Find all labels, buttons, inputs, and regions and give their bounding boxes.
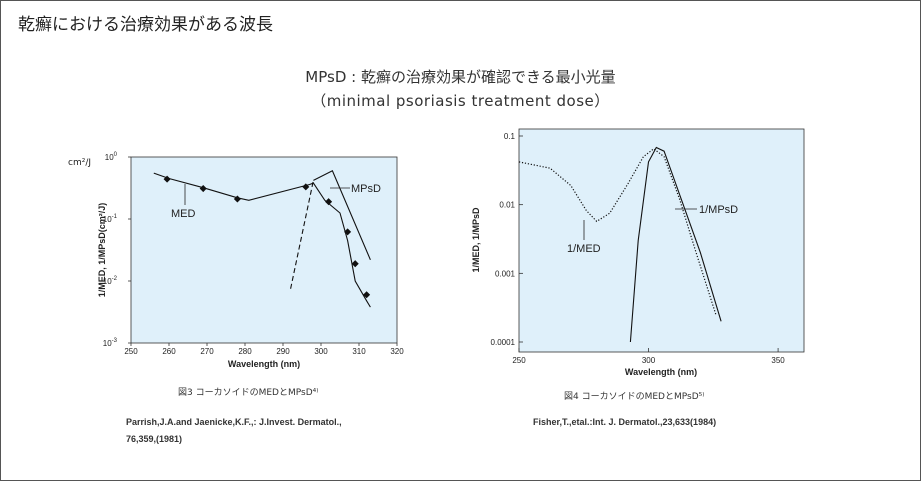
fig4-series-1-mpsd <box>629 146 722 343</box>
fig3-y-tick-label: 10-2 <box>103 276 118 286</box>
fig4-y-axis-label: 1/MED, 1/MPsD <box>471 207 481 273</box>
fig3-x-tick-label: 260 <box>162 347 176 356</box>
fig4-y-ticks: 0.1 0.01 0.001 0.0001 <box>491 132 523 347</box>
fig3-y-tick-label: 100 <box>105 152 118 162</box>
fig4-y-tick-label: 0.001 <box>495 269 516 278</box>
fig3-med-label: MED <box>171 208 196 220</box>
fig3-series-mpsd-extrapolated <box>290 180 314 289</box>
fig4-med-label: 1/MED <box>567 243 601 255</box>
fig4-plot-area <box>518 128 805 353</box>
page-title: 乾癬における治療効果がある波長 <box>18 15 273 35</box>
fig3-x-tick-label: 270 <box>200 347 214 356</box>
fig3-med-marker <box>233 195 241 203</box>
fig4-x-tick-label: 300 <box>642 356 656 365</box>
fig3-med-marker <box>325 198 333 206</box>
fig3-x-tick-label: 250 <box>124 347 138 356</box>
fig3-med-marker <box>199 185 207 193</box>
fig3-reference-line1: Parrish,J.A.and Jaenicke,K.F.,: J.Invest… <box>126 417 342 427</box>
fig3-y-axis-label: 1/MED, 1/MPsD(cm²/J) <box>97 203 107 298</box>
fig4-reference: Fisher,T.,etal.:Int. J. Dermatol.,23,633… <box>533 417 717 427</box>
fig3-med-marker <box>302 183 310 191</box>
fig3-med-marker <box>163 175 171 183</box>
fig4-x-axis-label: Wavelength (nm) <box>625 367 697 377</box>
fig3-med-marker <box>344 228 352 236</box>
fig4-mpsd-label: 1/MPsD <box>699 204 738 216</box>
fig4-caption: 図4 コーカソイドのMEDとMPsD⁵⁾ <box>564 392 705 402</box>
fig4-series-1-med <box>518 148 717 315</box>
chart-fig4: 250 300 350 0.1 0.01 0.001 0.0001 Wavelength … <box>471 128 805 377</box>
fig4-y-tick-label: 0.1 <box>504 132 516 141</box>
fig3-x-ticks: 250 260 270 280 290 300 310 320 <box>124 343 404 356</box>
fig4-y-tick-label: 0.0001 <box>491 338 516 347</box>
fig3-caption: 図3 コーカソイドのMEDとMPsD⁴⁾ <box>178 388 319 398</box>
fig3-markers <box>163 175 371 299</box>
fig3-x-axis-label: Wavelength (nm) <box>228 359 300 369</box>
fig4-x-tick-label: 350 <box>771 356 785 365</box>
fig3-x-tick-label: 280 <box>238 347 252 356</box>
fig3-reference-line2: 76,359,(1981) <box>126 434 183 444</box>
fig3-x-tick-label: 320 <box>390 347 404 356</box>
fig3-med-marker <box>363 291 371 299</box>
fig4-x-tick-label: 250 <box>512 356 526 365</box>
fig3-x-tick-label: 310 <box>352 347 366 356</box>
fig4-x-ticks: 250 300 350 <box>512 348 785 365</box>
fig3-x-tick-label: 290 <box>276 347 290 356</box>
subtitle-mpsd-definition: MPsD : 乾癬の治療効果が確認できる最小光量 <box>305 68 616 86</box>
fig3-x-tick-label: 300 <box>314 347 328 356</box>
fig3-unit-label: cm²/J <box>68 158 91 168</box>
subtitle-english: （minimal psoriasis treatment dose） <box>311 92 610 110</box>
fig4-series <box>518 146 722 343</box>
fig4-y-tick-label: 0.01 <box>499 201 515 210</box>
fig3-plot-area <box>130 156 398 344</box>
chart-fig3: cm²/J 250 260 270 280 290 300 310 320 10010-110… <box>68 152 404 369</box>
fig3-y-tick-label: 10-1 <box>103 214 118 224</box>
fig3-mpsd-label: MPsD <box>351 183 381 195</box>
fig3-med-marker <box>351 260 359 268</box>
fig3-y-ticks: 100 10-1 10-2 10-3 <box>103 152 131 348</box>
fig3-y-tick-label: 10-3 <box>103 338 118 348</box>
fig3-series-mpsd <box>313 170 371 261</box>
